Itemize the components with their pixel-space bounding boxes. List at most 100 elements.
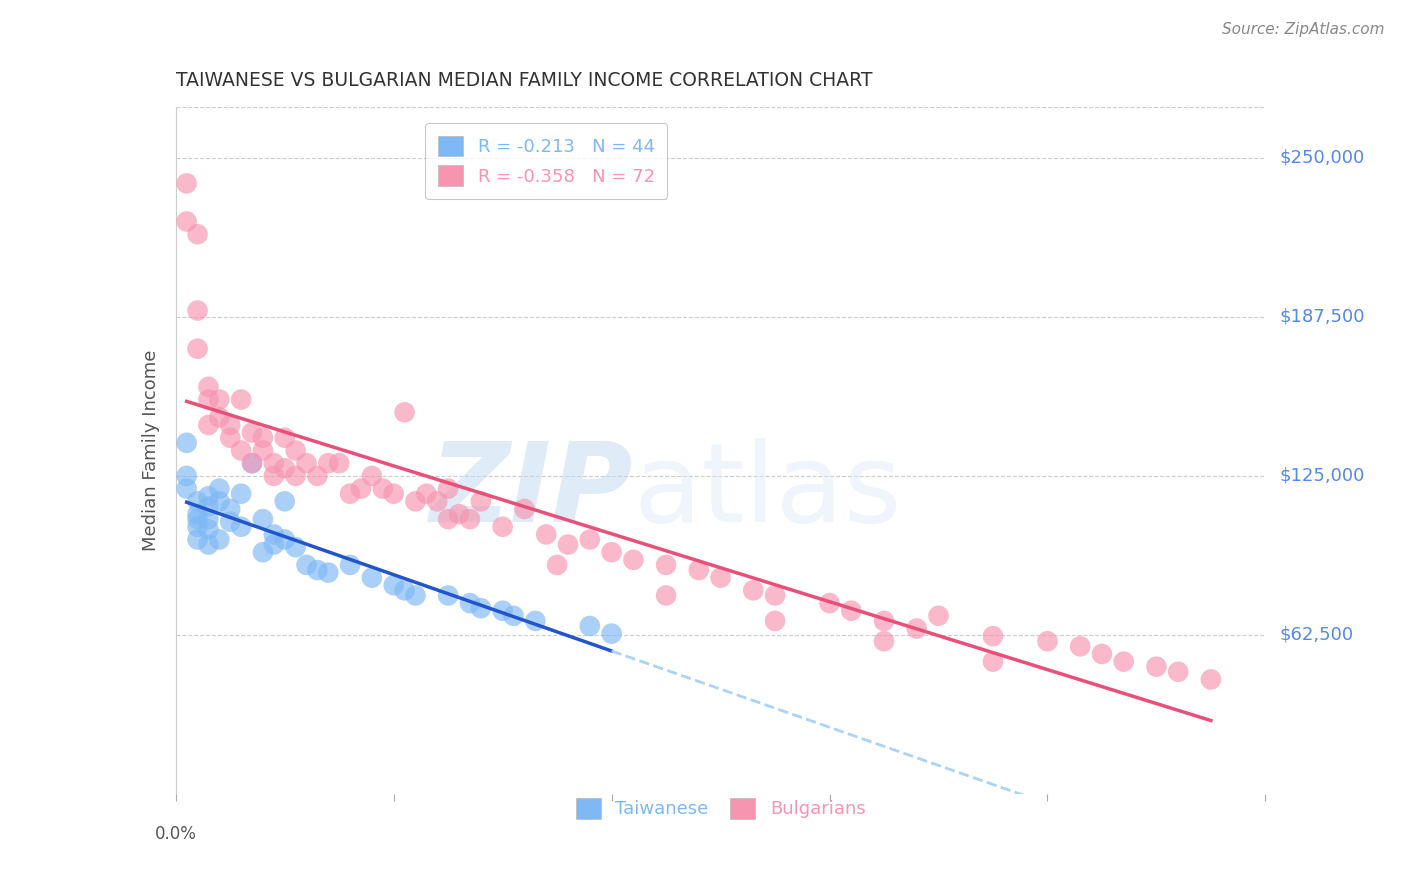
Point bbox=[197, 500, 219, 514]
Point bbox=[492, 520, 515, 534]
Point bbox=[841, 604, 863, 618]
Point bbox=[710, 571, 733, 585]
Point bbox=[492, 604, 515, 618]
Point bbox=[263, 469, 285, 483]
Point bbox=[905, 622, 928, 636]
Point bbox=[208, 494, 231, 508]
Point bbox=[818, 596, 841, 610]
Point bbox=[426, 494, 449, 508]
Point bbox=[437, 482, 460, 496]
Point bbox=[231, 392, 253, 407]
Point bbox=[873, 634, 896, 648]
Point bbox=[295, 558, 318, 572]
Point bbox=[231, 443, 253, 458]
Point bbox=[219, 502, 242, 516]
Point bbox=[470, 494, 492, 508]
Point bbox=[600, 545, 623, 559]
Point bbox=[1091, 647, 1114, 661]
Point bbox=[208, 482, 231, 496]
Point bbox=[415, 486, 437, 500]
Point bbox=[405, 494, 427, 508]
Point bbox=[1167, 665, 1189, 679]
Point bbox=[263, 527, 285, 541]
Point bbox=[176, 482, 198, 496]
Point bbox=[1144, 659, 1167, 673]
Point bbox=[186, 507, 209, 521]
Point bbox=[197, 522, 219, 536]
Point bbox=[394, 405, 416, 419]
Point bbox=[186, 303, 209, 318]
Text: 0.0%: 0.0% bbox=[155, 825, 197, 843]
Text: atlas: atlas bbox=[633, 438, 901, 545]
Point bbox=[176, 435, 198, 450]
Point bbox=[655, 589, 678, 603]
Point bbox=[873, 614, 896, 628]
Point bbox=[284, 540, 307, 554]
Point bbox=[197, 392, 219, 407]
Point bbox=[382, 578, 405, 592]
Point bbox=[307, 469, 329, 483]
Point bbox=[240, 425, 263, 440]
Point bbox=[339, 486, 361, 500]
Point bbox=[176, 177, 198, 191]
Point bbox=[284, 469, 307, 483]
Point bbox=[231, 520, 253, 534]
Point bbox=[318, 456, 340, 470]
Point bbox=[405, 589, 427, 603]
Point bbox=[231, 486, 253, 500]
Point bbox=[763, 589, 786, 603]
Point bbox=[513, 502, 536, 516]
Text: TAIWANESE VS BULGARIAN MEDIAN FAMILY INCOME CORRELATION CHART: TAIWANESE VS BULGARIAN MEDIAN FAMILY INC… bbox=[176, 71, 872, 90]
Point bbox=[328, 456, 350, 470]
Point bbox=[350, 482, 373, 496]
Point bbox=[579, 533, 602, 547]
Point bbox=[263, 538, 285, 552]
Point bbox=[252, 443, 274, 458]
Text: $62,500: $62,500 bbox=[1279, 626, 1354, 644]
Point bbox=[295, 456, 318, 470]
Point bbox=[534, 527, 557, 541]
Point bbox=[1112, 655, 1135, 669]
Point bbox=[197, 489, 219, 503]
Point bbox=[1036, 634, 1059, 648]
Point bbox=[307, 563, 329, 577]
Point bbox=[742, 583, 765, 598]
Text: $125,000: $125,000 bbox=[1279, 467, 1365, 485]
Point bbox=[981, 655, 1004, 669]
Text: $250,000: $250,000 bbox=[1279, 149, 1365, 167]
Point bbox=[458, 596, 481, 610]
Point bbox=[579, 619, 602, 633]
Point bbox=[382, 486, 405, 500]
Point bbox=[252, 545, 274, 559]
Point bbox=[274, 494, 297, 508]
Point bbox=[197, 512, 219, 526]
Legend: Taiwanese, Bulgarians: Taiwanese, Bulgarians bbox=[568, 791, 873, 826]
Point bbox=[186, 533, 209, 547]
Point bbox=[763, 614, 786, 628]
Point bbox=[219, 515, 242, 529]
Point bbox=[240, 456, 263, 470]
Point bbox=[219, 417, 242, 432]
Point bbox=[252, 431, 274, 445]
Point bbox=[470, 601, 492, 615]
Point bbox=[176, 469, 198, 483]
Point bbox=[219, 431, 242, 445]
Point bbox=[274, 461, 297, 475]
Point bbox=[981, 629, 1004, 643]
Point bbox=[437, 589, 460, 603]
Point bbox=[197, 538, 219, 552]
Point bbox=[197, 417, 219, 432]
Point bbox=[318, 566, 340, 580]
Point bbox=[557, 538, 579, 552]
Point bbox=[186, 342, 209, 356]
Point bbox=[284, 443, 307, 458]
Point bbox=[360, 571, 382, 585]
Text: Source: ZipAtlas.com: Source: ZipAtlas.com bbox=[1222, 22, 1385, 37]
Point bbox=[437, 512, 460, 526]
Point bbox=[186, 512, 209, 526]
Point bbox=[1199, 673, 1222, 687]
Point bbox=[176, 214, 198, 228]
Point bbox=[186, 494, 209, 508]
Point bbox=[252, 512, 274, 526]
Point bbox=[928, 608, 950, 623]
